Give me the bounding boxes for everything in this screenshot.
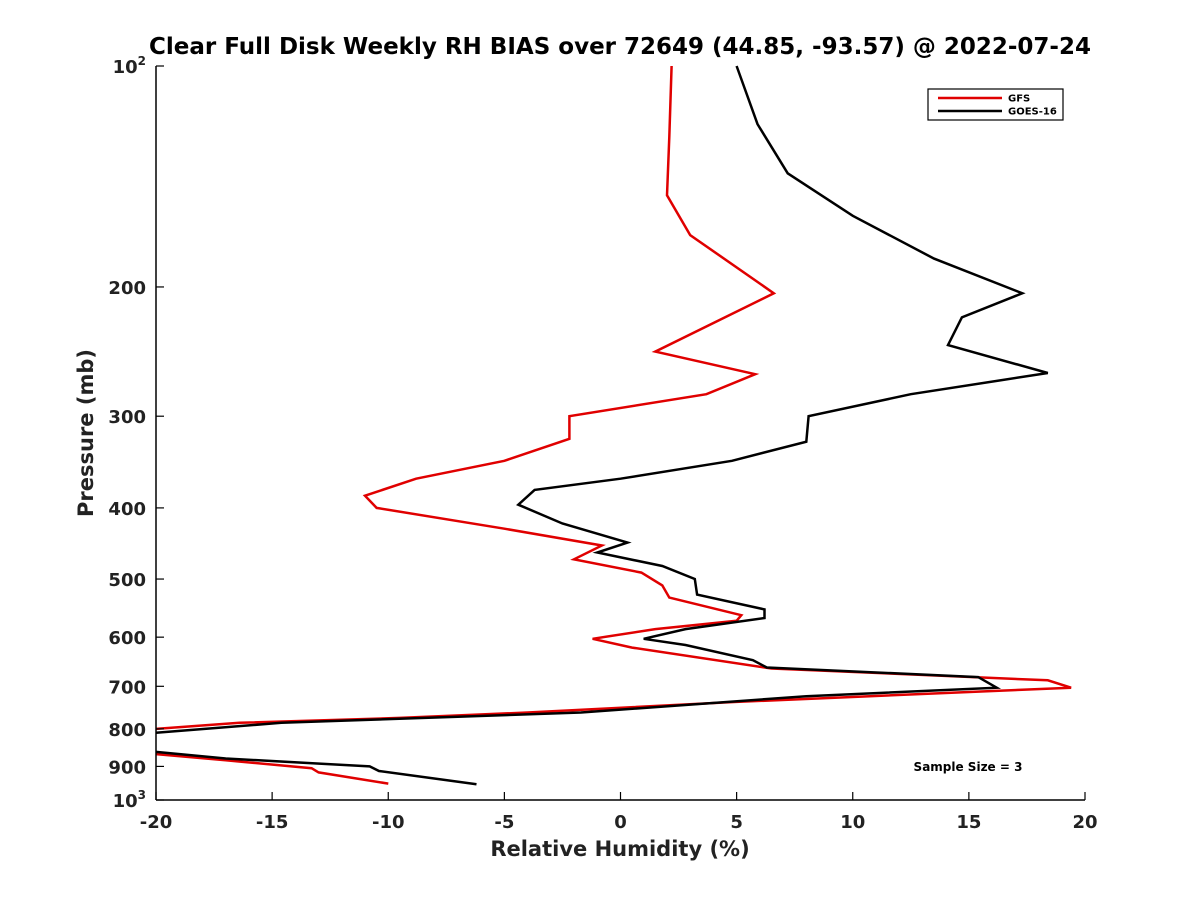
series-group [155, 65, 1072, 786]
x-tick-label: 0 [614, 812, 627, 833]
x-tick-label: -5 [494, 812, 514, 833]
x-tick-label: -20 [140, 812, 173, 833]
y-tick-label: 103 [113, 788, 146, 812]
y-tick-label: 500 [108, 570, 146, 591]
x-tick-label: 10 [840, 812, 865, 833]
legend-label-gfs: GFS [1008, 94, 1030, 105]
x-axis-label: Relative Humidity (%) [490, 837, 749, 861]
y-tick-label: 900 [108, 757, 146, 778]
x-tick-label: -15 [256, 812, 289, 833]
y-tick-label: 400 [108, 499, 146, 520]
chart-title: Clear Full Disk Weekly RH BIAS over 7264… [149, 34, 1091, 60]
y-tick-label: 600 [108, 628, 146, 649]
series-line-gfs-1 [155, 65, 1072, 731]
series-line-gfs-2 [155, 752, 389, 785]
x-tick-label: 5 [730, 812, 743, 833]
y-tick-label: 700 [108, 677, 146, 698]
y-tick-label: 102 [113, 54, 146, 78]
legend-box [927, 88, 1064, 121]
sample-size-annotation: Sample Size = 3 [914, 760, 1023, 774]
legend-label-goes16: GOES-16 [1008, 107, 1057, 118]
y-ticks: 102 200 300 400 500 600 700 800 900 103 [108, 54, 164, 812]
x-ticks: -20 -15 -10 -5 0 5 10 15 20 [140, 792, 1098, 833]
y-axis-label: Pressure (mb) [74, 349, 98, 517]
y-tick-label: 800 [108, 720, 146, 741]
legend: GFS GOES-16 [927, 88, 1064, 121]
x-tick-label: 15 [956, 812, 981, 833]
x-tick-label: -10 [372, 812, 405, 833]
series-line-goes16-1 [155, 65, 1049, 735]
series-line-goes16-2 [155, 750, 477, 786]
y-tick-label: 200 [108, 278, 146, 299]
x-tick-label: 20 [1072, 812, 1097, 833]
y-tick-label: 300 [108, 407, 146, 428]
